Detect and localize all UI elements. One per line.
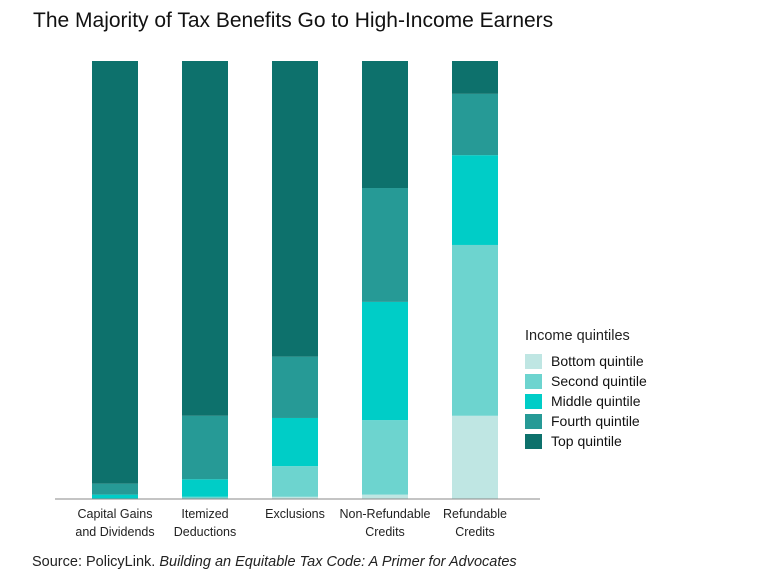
x-tick-label-line: Exclusions (265, 507, 325, 521)
legend-label: Bottom quintile (551, 353, 644, 369)
legend-swatch (525, 413, 542, 429)
bar-segment-5-bottom-quintile (452, 415, 498, 499)
x-tick-label-1: Capital Gains and Dividends (75, 507, 154, 539)
legend-label: Top quintile (551, 433, 622, 449)
legend-item-bottom-quintile: Bottom quintile (525, 351, 647, 371)
bar-segment-3-top-quintile (272, 61, 318, 357)
bar-segment-2-middle-quintile (182, 479, 228, 497)
bar-segment-4-bottom-quintile (362, 494, 408, 499)
legend-item-second-quintile: Second quintile (525, 371, 647, 391)
bars-group (92, 61, 498, 499)
x-tick-label-4: Non-Refundable Credits (339, 507, 430, 539)
bar-segment-1-fourth-quintile (92, 483, 138, 495)
legend-rows: Bottom quintile Second quintile Middle qui… (525, 351, 647, 451)
bar-segment-5-top-quintile (452, 61, 498, 94)
legend-label: Middle quintile (551, 393, 641, 409)
source-note: Source: PolicyLink. Building an Equitabl… (32, 554, 517, 570)
legend-item-fourth-quintile: Fourth quintile (525, 411, 647, 431)
legend-label: Fourth quintile (551, 413, 640, 429)
x-tick-label-5: Refundable Credits (443, 507, 507, 539)
legend-title: Income quintiles (525, 328, 630, 344)
bar-segment-5-second-quintile (452, 244, 498, 416)
x-tick-label-line: Non-Refundable (339, 507, 430, 521)
source-publication: Building an Equitable Tax Code: A Primer… (159, 554, 517, 570)
legend-swatch (525, 373, 542, 389)
bar-segment-2-second-quintile (182, 496, 228, 499)
legend-swatch (525, 353, 542, 369)
x-tick-label-line: Credits (455, 525, 495, 539)
legend-swatch (525, 433, 542, 449)
bar-segment-2-fourth-quintile (182, 415, 228, 480)
bar-segment-4-second-quintile (362, 420, 408, 495)
bar-segment-3-second-quintile (272, 466, 318, 497)
x-tick-label-line: Deductions (174, 525, 237, 539)
x-tick-label-2: Itemized Deductions (174, 507, 237, 539)
legend-label: Second quintile (551, 373, 647, 389)
legend: Income quintiles Bottom quintile Second q… (525, 328, 647, 451)
bar-segment-4-top-quintile (362, 61, 408, 189)
chart-title: The Majority of Tax Benefits Go to High-… (33, 9, 554, 32)
x-tick-label-line: Credits (365, 525, 405, 539)
x-tick-label-line: and Dividends (75, 525, 154, 539)
bar-segment-3-fourth-quintile (272, 356, 318, 418)
x-tick-labels: Capital Gains and Dividends Itemized Deduct… (75, 507, 507, 539)
bar-segment-1-middle-quintile (92, 494, 138, 499)
legend-item-middle-quintile: Middle quintile (525, 391, 647, 411)
bar-segment-1-top-quintile (92, 61, 138, 484)
bar-segment-4-fourth-quintile (362, 188, 408, 302)
bar-segment-5-fourth-quintile (452, 93, 498, 156)
bar-segment-3-bottom-quintile (272, 496, 318, 499)
legend-swatch (525, 393, 542, 409)
x-tick-label-line: Itemized (181, 507, 228, 521)
bar-segment-3-middle-quintile (272, 417, 318, 467)
x-tick-label-line: Refundable (443, 507, 507, 521)
bar-segment-4-middle-quintile (362, 301, 408, 421)
source-prefix: Source: PolicyLink. (32, 554, 160, 570)
x-tick-label-3: Exclusions (265, 507, 325, 521)
bar-segment-5-middle-quintile (452, 155, 498, 245)
x-tick-label-line: Capital Gains (77, 507, 152, 521)
bar-segment-2-top-quintile (182, 61, 228, 416)
legend-item-top-quintile: Top quintile (525, 431, 647, 451)
